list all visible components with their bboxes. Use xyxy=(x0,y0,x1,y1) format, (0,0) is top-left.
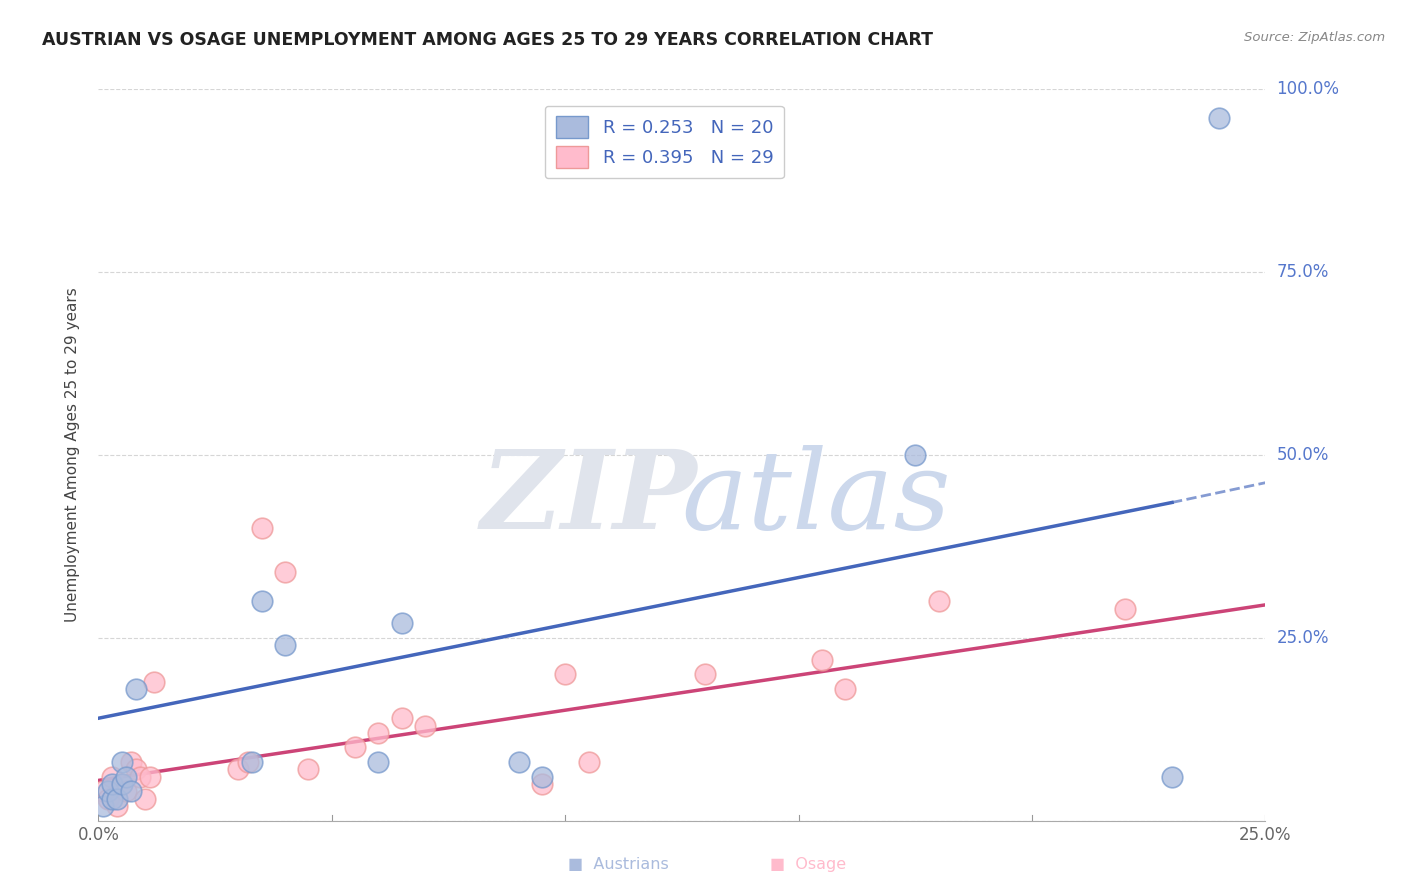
Point xyxy=(250,594,273,608)
Point xyxy=(125,681,148,696)
Point xyxy=(297,763,319,777)
Point xyxy=(228,763,250,777)
Point xyxy=(391,616,413,631)
Text: Source: ZipAtlas.com: Source: ZipAtlas.com xyxy=(1244,31,1385,45)
Point xyxy=(101,777,124,791)
Point xyxy=(834,681,856,696)
Point xyxy=(530,770,553,784)
Point xyxy=(367,726,389,740)
Point xyxy=(91,784,114,798)
Text: 100.0%: 100.0% xyxy=(1277,80,1340,98)
Point xyxy=(125,763,148,777)
Point xyxy=(508,755,530,769)
Point xyxy=(115,784,138,798)
Point xyxy=(129,770,152,784)
Point xyxy=(811,653,834,667)
Point xyxy=(143,674,166,689)
Point xyxy=(111,777,134,791)
Point xyxy=(391,711,413,725)
Point xyxy=(928,594,950,608)
Point xyxy=(1208,112,1230,126)
Text: ZIP: ZIP xyxy=(481,445,697,552)
Point xyxy=(250,521,273,535)
Point xyxy=(530,777,553,791)
Point xyxy=(120,784,142,798)
Point xyxy=(695,667,717,681)
Point xyxy=(111,755,134,769)
Point xyxy=(1114,601,1136,615)
Text: ■  Osage: ■ Osage xyxy=(770,857,846,872)
Point xyxy=(1161,770,1184,784)
Point xyxy=(554,667,576,681)
Point xyxy=(904,448,927,462)
Point xyxy=(139,770,162,784)
Point xyxy=(111,777,134,791)
Point xyxy=(134,791,156,805)
Text: 50.0%: 50.0% xyxy=(1277,446,1329,464)
Point xyxy=(91,799,114,814)
Text: 25.0%: 25.0% xyxy=(1277,629,1329,647)
Point xyxy=(97,791,120,805)
Point xyxy=(101,791,124,805)
Point xyxy=(101,770,124,784)
Point xyxy=(120,755,142,769)
Text: atlas: atlas xyxy=(682,445,950,552)
Point xyxy=(413,718,436,732)
Point xyxy=(344,740,367,755)
Point xyxy=(105,791,128,805)
Text: ■  Austrians: ■ Austrians xyxy=(568,857,669,872)
Point xyxy=(242,755,264,769)
Text: 75.0%: 75.0% xyxy=(1277,263,1329,281)
Point xyxy=(97,784,120,798)
Point xyxy=(115,770,138,784)
Point xyxy=(274,638,297,652)
Legend: R = 0.253   N = 20, R = 0.395   N = 29: R = 0.253 N = 20, R = 0.395 N = 29 xyxy=(544,105,785,178)
Point xyxy=(236,755,259,769)
Y-axis label: Unemployment Among Ages 25 to 29 years: Unemployment Among Ages 25 to 29 years xyxy=(65,287,80,623)
Text: AUSTRIAN VS OSAGE UNEMPLOYMENT AMONG AGES 25 TO 29 YEARS CORRELATION CHART: AUSTRIAN VS OSAGE UNEMPLOYMENT AMONG AGE… xyxy=(42,31,934,49)
Point xyxy=(105,799,128,814)
Point xyxy=(274,565,297,579)
Point xyxy=(367,755,389,769)
Point xyxy=(578,755,600,769)
